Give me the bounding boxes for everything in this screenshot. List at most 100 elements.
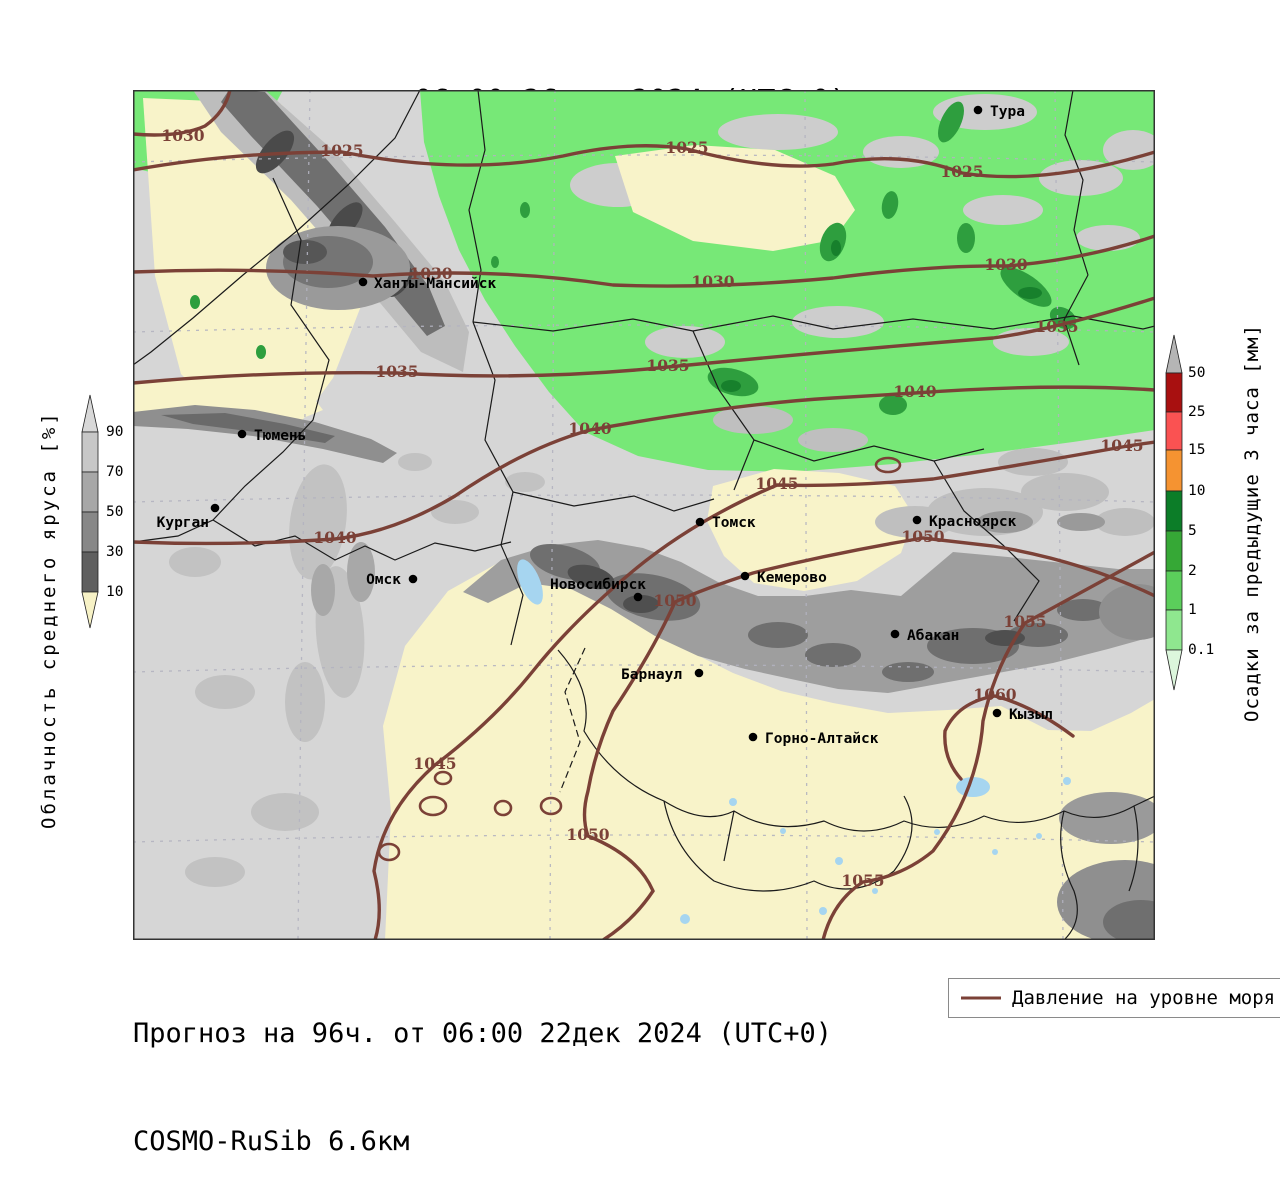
city-label: Тюмень — [254, 428, 306, 444]
city-dot — [210, 503, 220, 513]
city-dot — [633, 592, 643, 602]
pressure-legend-label: Давление на уровне моря — [1012, 987, 1276, 1009]
city-dot — [694, 668, 704, 678]
city-Кызыл: Кызыл — [992, 707, 1053, 723]
graticule — [133, 90, 1155, 940]
city-Красноярск: Красноярск — [912, 514, 1017, 530]
cloud-structures-west — [133, 90, 545, 887]
city-label: Тура — [990, 104, 1025, 120]
city-dot — [973, 105, 983, 115]
city-dot — [237, 429, 247, 439]
colorbar-top-arrow — [1165, 334, 1183, 374]
isobar-label-1035: 1035 — [1035, 317, 1078, 336]
weather-map: 1030 1025 1025 1025 1030 1030 1030 1035 1035 1035… — [133, 90, 1155, 940]
isobar-label-1030: 1030 — [409, 264, 452, 283]
isobar-label-1025: 1025 — [665, 138, 708, 157]
city-label: Ханты-Мансийск — [374, 276, 496, 292]
city-Новосибирск: Новосибирск — [550, 577, 646, 602]
colorbar-segment — [81, 471, 99, 513]
city-dot — [890, 629, 900, 639]
cloud-band-south — [463, 540, 1155, 693]
isobar-label-1040: 1040 — [568, 419, 611, 438]
colorbar-tick: 70 — [106, 464, 123, 480]
colorbar-segment — [1165, 530, 1183, 572]
city-dot — [358, 277, 368, 287]
isobar-label-1050: 1050 — [901, 527, 944, 546]
isobar-label-1025: 1025 — [320, 141, 363, 160]
weather-map-canvas: 1030 1025 1025 1025 1030 1030 1030 1035 1035 1035… — [133, 90, 1155, 940]
colorbar-tick: 10 — [106, 584, 123, 600]
pressure-legend: Давление на уровне моря — [948, 978, 1280, 1018]
isobar-label-1035: 1035 — [646, 356, 689, 375]
isobar-lines — [133, 90, 1155, 940]
colorbar-segment — [81, 551, 99, 593]
isobar-label-1025: 1025 — [940, 162, 983, 181]
isobar-labels: 1030 1025 1025 1025 1030 1030 1030 1035 1035 1035… — [161, 126, 1143, 890]
colorbar-top-arrow — [81, 394, 99, 433]
colorbar-tick: 90 — [106, 424, 123, 440]
isobar-label-1045: 1045 — [1100, 436, 1143, 455]
isobar-label-1030: 1030 — [691, 272, 734, 291]
colorbar-segment — [1165, 490, 1183, 532]
colorbar-segment — [1165, 449, 1183, 492]
isobar-label-1030: 1030 — [984, 255, 1027, 274]
isobar-label-1055: 1055 — [841, 871, 884, 890]
isobar-label-1040: 1040 — [893, 382, 936, 401]
city-dot — [408, 574, 418, 584]
colorbar-segment — [1165, 411, 1183, 451]
colorbar-tick: 50 — [106, 504, 123, 520]
colorbar-tick: 0.1 — [1188, 642, 1214, 658]
cloud-textures-east — [713, 406, 1155, 940]
forecast-info: Прогноз на 96ч. от 06:00 22дек 2024 (UTC… — [133, 1018, 832, 1049]
colorbar-tick: 15 — [1188, 442, 1205, 458]
city-Тура: Тура — [973, 104, 1025, 120]
city-label: Абакан — [907, 628, 959, 644]
city-Барнаул: Барнаул — [621, 667, 704, 683]
pressure-line-sample — [961, 996, 1001, 1000]
colorbar-segment — [81, 431, 99, 473]
lakes — [517, 559, 1071, 924]
city-Ханты-Мансийск: Ханты-Мансийск — [358, 276, 496, 292]
isobar-label-1045: 1045 — [755, 474, 798, 493]
isobar-label-1045: 1045 — [413, 754, 456, 773]
isobar-label-1050: 1050 — [566, 825, 609, 844]
city-Томск: Томск — [695, 515, 756, 531]
city-label: Курган — [157, 515, 209, 531]
city-markers: Тура Ханты-Мансийск Тюмень Курган Омск Томск К… — [157, 104, 1053, 747]
city-label: Омск — [366, 572, 401, 588]
colorbar-tick: 2 — [1188, 563, 1197, 579]
city-Кемерово: Кемерово — [740, 570, 827, 586]
city-Горно-Алтайск: Горно-Алтайск — [748, 731, 879, 747]
colorbar-segment — [81, 511, 99, 553]
footer-block: Прогноз на 96ч. от 06:00 22дек 2024 (UTC… — [133, 944, 832, 1196]
city-Абакан: Абакан — [890, 628, 959, 644]
city-label: Горно-Алтайск — [765, 731, 879, 747]
city-label: Томск — [712, 515, 756, 531]
colorbar-tick: 30 — [106, 544, 123, 560]
city-dot — [695, 517, 705, 527]
isobar-label-1040: 1040 — [313, 528, 356, 547]
city-label: Красноярск — [929, 514, 1017, 530]
city-label: Кызыл — [1009, 707, 1053, 723]
city-dot — [992, 708, 1002, 718]
colorbar-tick: 1 — [1188, 602, 1197, 618]
colorbar-segment — [1165, 609, 1183, 651]
city-label: Кемерово — [757, 570, 827, 586]
city-label: Барнаул — [621, 667, 682, 683]
isobar-label-1050: 1050 — [653, 591, 696, 610]
colorbar-tick: 10 — [1188, 483, 1205, 499]
city-Омск: Омск — [366, 572, 418, 588]
isobar-label-1060: 1060 — [973, 685, 1016, 704]
isobar-label-1035: 1035 — [375, 362, 418, 381]
isobar-label-1055: 1055 — [1003, 612, 1046, 631]
colorbar-tick: 25 — [1188, 404, 1205, 420]
city-dot — [740, 571, 750, 581]
city-label: Новосибирск — [550, 577, 646, 593]
precip-colorbar: 50 25 15 10 5 2 1 0.1 — [1165, 334, 1214, 691]
city-Курган: Курган — [157, 503, 220, 531]
colorbar-tick: 50 — [1188, 365, 1205, 381]
colorbar-bottom-arrow — [1165, 649, 1183, 691]
map-frame — [133, 90, 1155, 940]
cloud-colorbar: 90 70 50 30 10 — [81, 394, 123, 629]
city-Тюмень: Тюмень — [237, 428, 306, 444]
